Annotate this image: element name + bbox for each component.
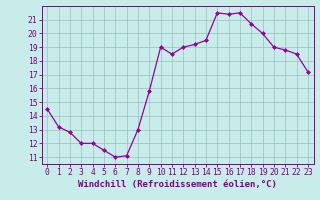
X-axis label: Windchill (Refroidissement éolien,°C): Windchill (Refroidissement éolien,°C) xyxy=(78,180,277,189)
